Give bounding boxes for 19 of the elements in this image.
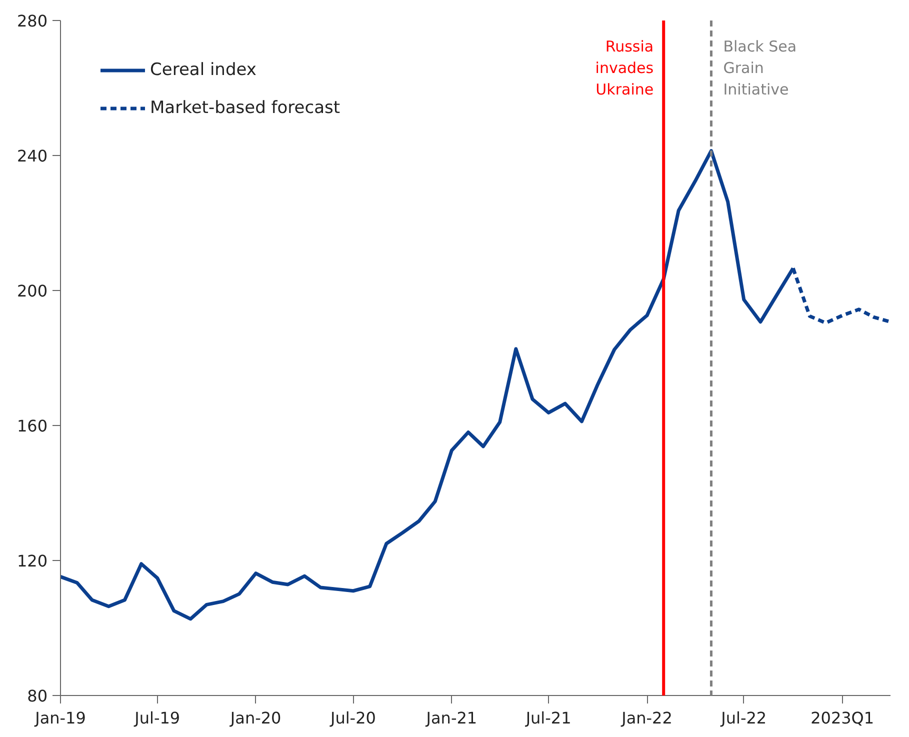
- x-tick-label: Jul-22: [720, 708, 767, 728]
- y-tick-label: 80: [27, 686, 48, 706]
- y-tick-label: 240: [16, 146, 48, 166]
- x-tick-label: Jul-19: [134, 708, 180, 728]
- y-tick-label: 280: [16, 12, 48, 30]
- y-tick-label: 200: [16, 282, 48, 300]
- x-tick-label: Jul-21: [524, 708, 572, 728]
- x-tick-label: Jan-20: [229, 708, 282, 728]
- x-tick-label: 2023Q1: [810, 708, 874, 728]
- x-tick-label: Jan-22: [620, 708, 672, 728]
- ref-line-label: Russia invades Ukraine: [595, 37, 654, 99]
- legend-label: Market-based forecast: [150, 98, 340, 118]
- legend-label: Cereal index: [150, 60, 256, 80]
- ref-line-label: Black Sea Grain Initiative: [723, 37, 797, 99]
- y-tick-label: 120: [16, 552, 48, 570]
- x-tick-label: Jan-19: [34, 708, 86, 728]
- x-tick-label: Jul-20: [330, 708, 376, 728]
- y-tick-label: 160: [16, 416, 48, 436]
- x-tick-label: Jan-21: [425, 708, 478, 728]
